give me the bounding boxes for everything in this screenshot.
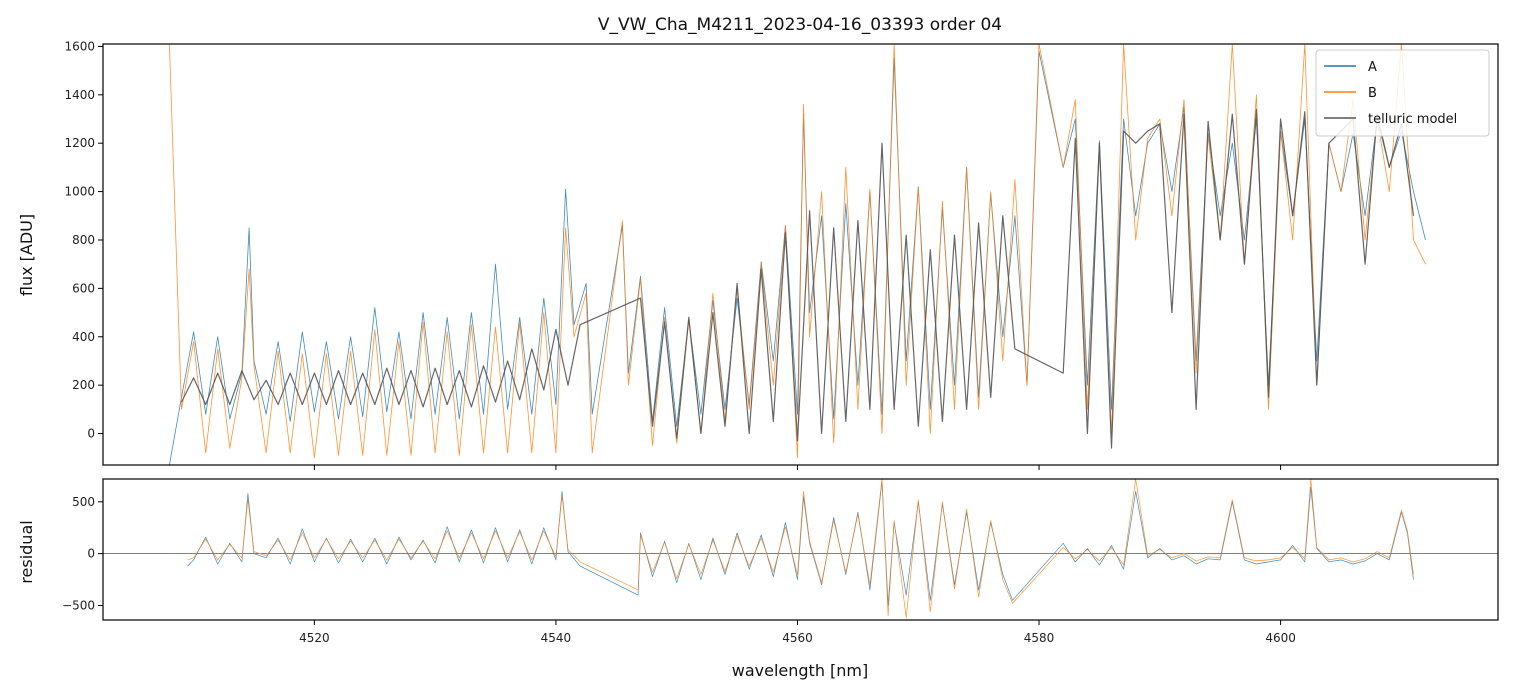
residual-panel: −500 0 500 4520 4540 4560 4580 4600 residual w… xyxy=(17,478,1499,680)
flux-y-tick-label: 1000 xyxy=(64,185,95,199)
legend-label-a: A xyxy=(1368,60,1377,75)
legend: A B telluric model xyxy=(1315,49,1490,137)
residual-series-group xyxy=(187,479,1414,619)
flux-y-tick-label: 1400 xyxy=(64,88,95,102)
flux-y-tick-label: 600 xyxy=(72,281,95,295)
residual-y-tick-label: −500 xyxy=(62,598,95,612)
flux-y-tick-label: 1200 xyxy=(64,136,95,150)
flux-series-a xyxy=(169,50,1426,465)
flux-plot-frame xyxy=(102,43,1499,466)
residual-x-tick-label: 4540 xyxy=(541,631,572,645)
flux-x-ticks xyxy=(313,465,1282,470)
flux-panel: 0 200 400 600 800 1000 1200 1400 1600 flux [ADU]… xyxy=(17,39,1499,470)
residual-series-a xyxy=(187,480,1414,606)
flux-series-telluric-model xyxy=(180,108,1415,449)
residual-x-ticks: 4520 4540 4560 4580 4600 xyxy=(299,620,1296,645)
residual-x-tick-label: 4600 xyxy=(1265,631,1296,645)
flux-series-b xyxy=(169,44,1426,459)
flux-y-tick-label: 0 xyxy=(87,427,95,441)
residual-plot-frame xyxy=(102,478,1499,621)
residual-x-tick-label: 4580 xyxy=(1024,631,1055,645)
legend-label-b: B xyxy=(1368,86,1377,101)
figure-title: V_VW_Cha_M4211_2023-04-16_03393 order 04 xyxy=(598,15,1002,35)
residual-y-axis-label: residual xyxy=(17,520,36,583)
flux-y-ticks: 0 200 400 600 800 1000 1200 1400 1600 xyxy=(64,39,103,441)
residual-y-tick-label: 0 xyxy=(87,547,95,561)
flux-y-tick-label: 800 xyxy=(72,233,95,247)
residual-y-ticks: −500 0 500 xyxy=(62,495,103,612)
x-axis-label: wavelength [nm] xyxy=(732,661,869,680)
legend-label-telluric-model: telluric model xyxy=(1368,112,1457,127)
flux-y-tick-label: 400 xyxy=(72,330,95,344)
flux-y-axis-label: flux [ADU] xyxy=(17,214,36,296)
flux-y-tick-label: 200 xyxy=(72,378,95,392)
legend-box xyxy=(1315,49,1490,137)
residual-x-tick-label: 4560 xyxy=(782,631,813,645)
residual-x-tick-label: 4520 xyxy=(299,631,330,645)
residual-y-tick-label: 500 xyxy=(72,495,95,509)
flux-y-tick-label: 1600 xyxy=(64,39,95,53)
flux-series-group xyxy=(169,44,1426,465)
residual-series-b xyxy=(187,479,1414,619)
